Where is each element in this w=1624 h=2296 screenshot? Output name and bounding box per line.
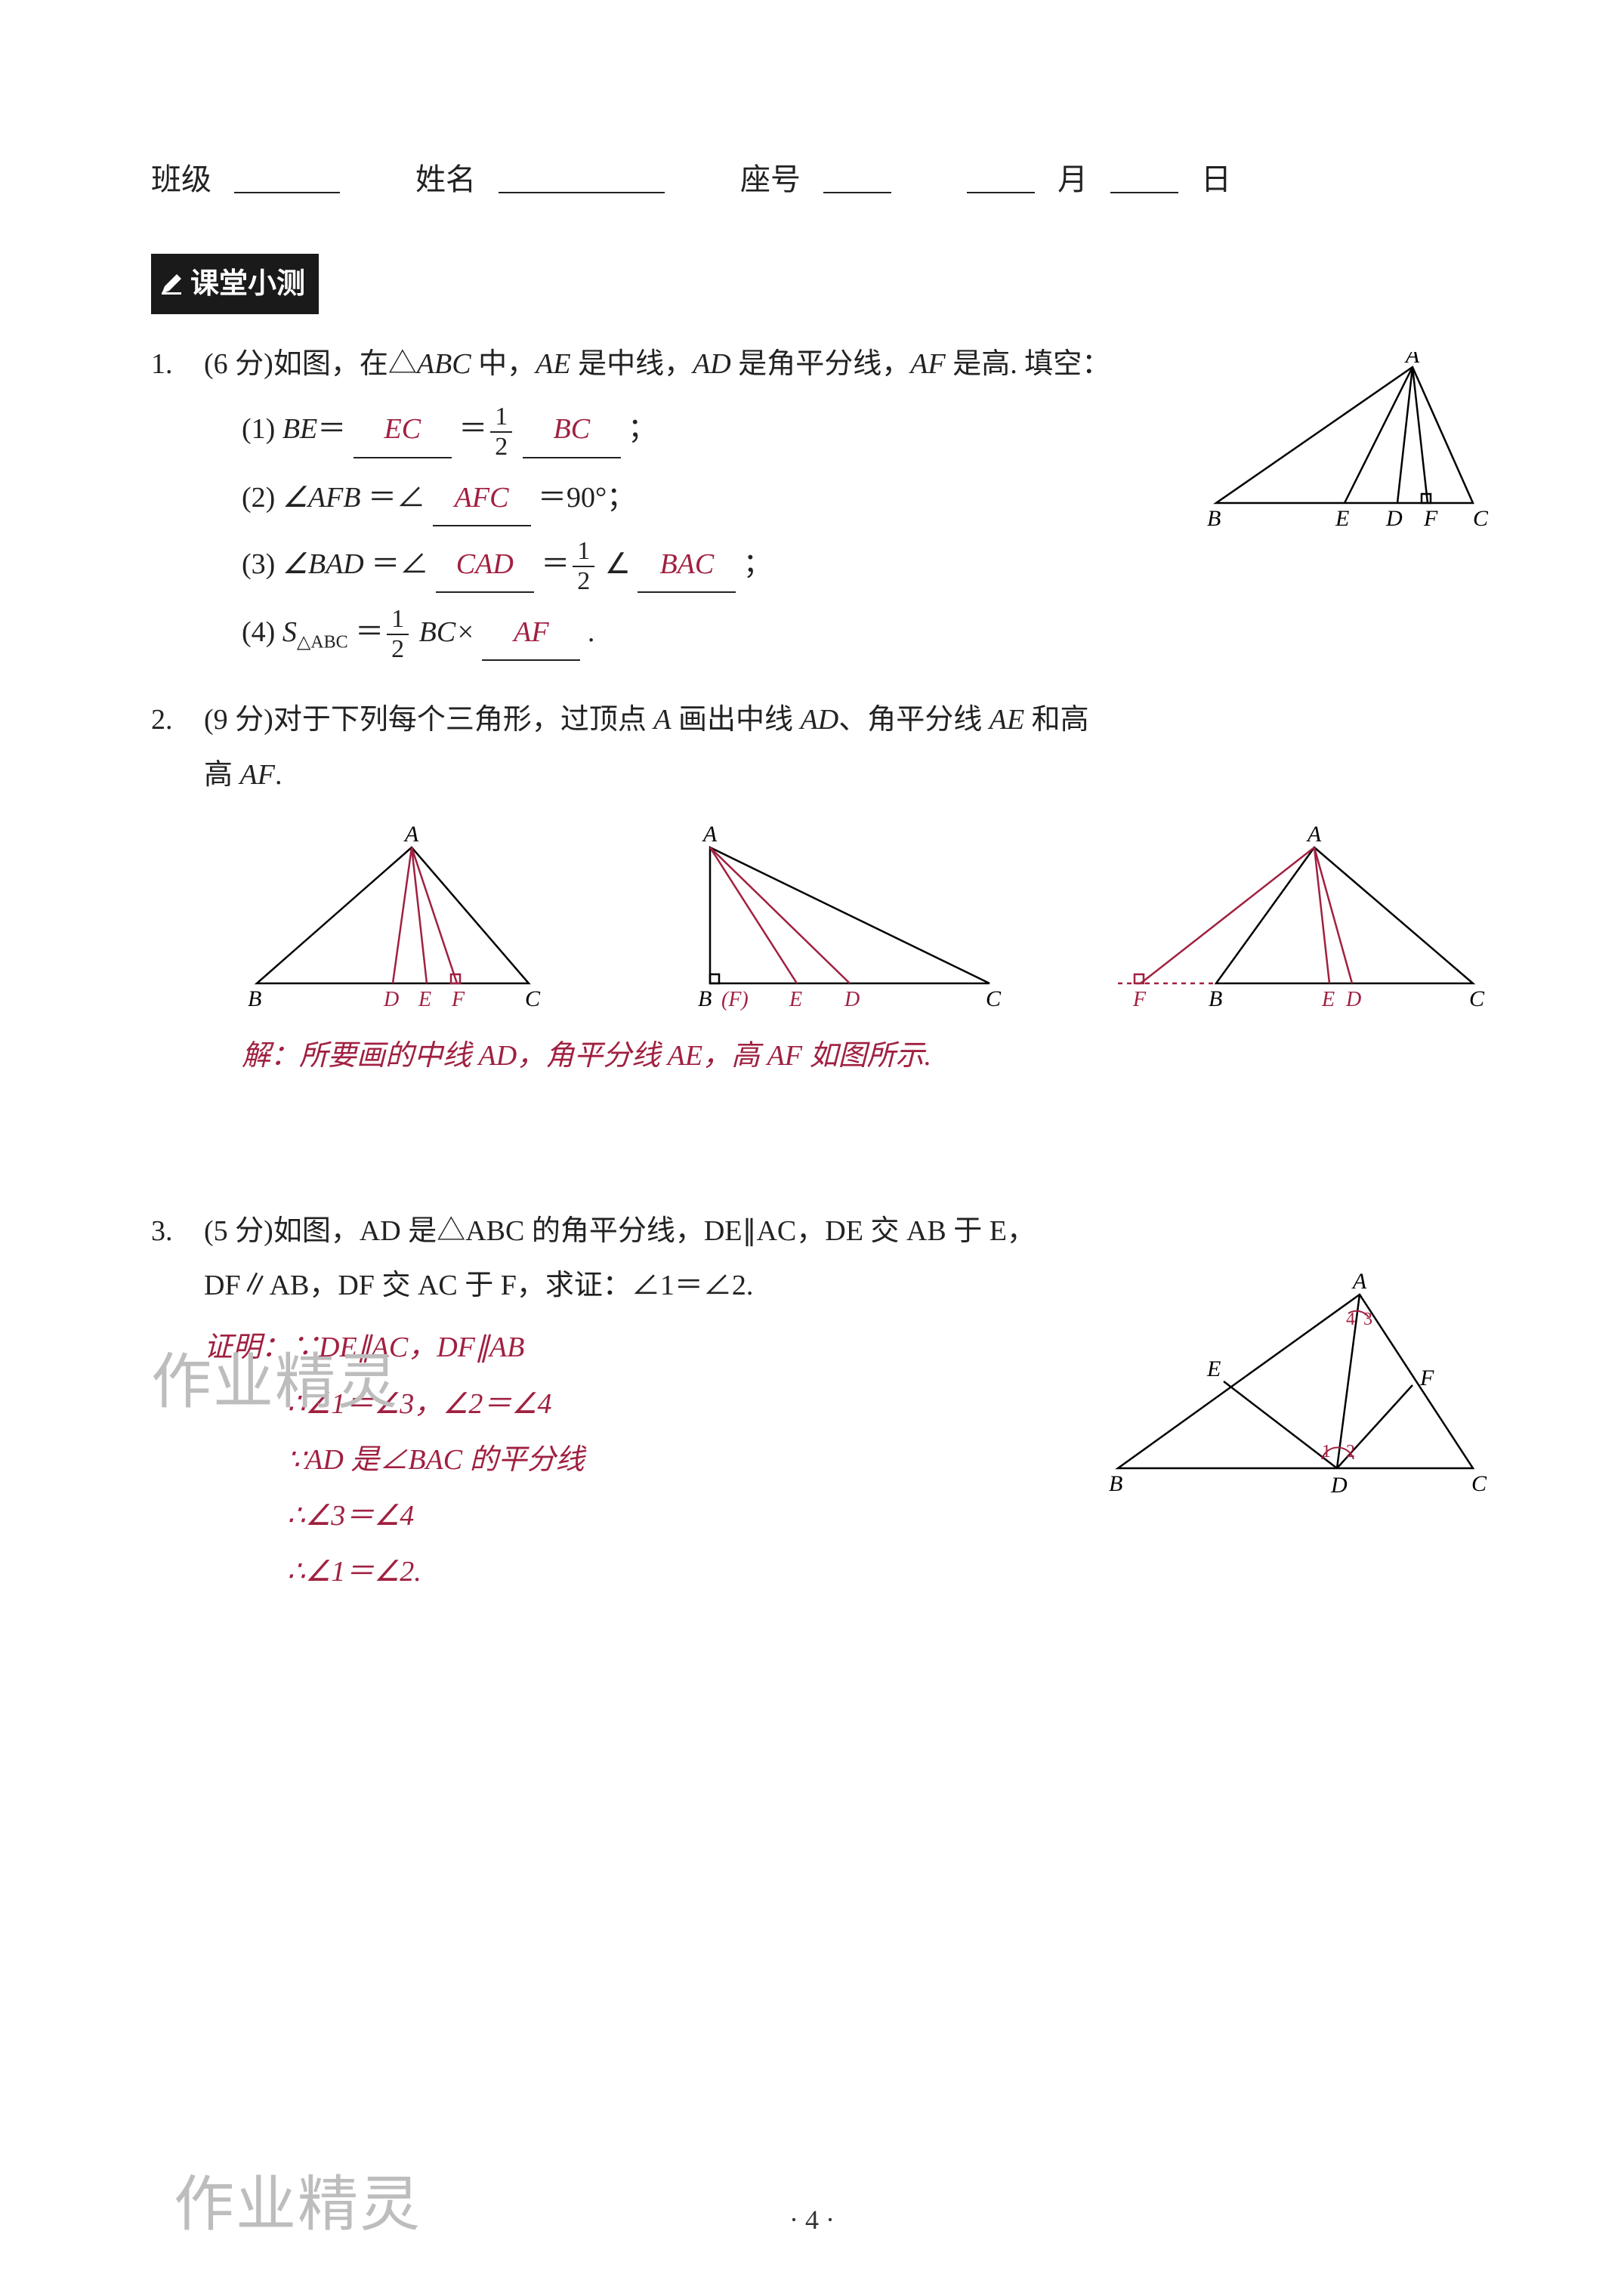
answer-blank: AF — [482, 605, 580, 661]
problem-2-stem: (9 分)对于下列每个三角形，过顶点 A 画出中线 AD、角平分线 AE 和高 … — [204, 693, 1488, 801]
svg-text:C: C — [1473, 506, 1488, 531]
svg-text:E: E — [418, 988, 431, 1011]
svg-text:E: E — [1206, 1356, 1221, 1381]
proof-body: ∴∠1＝∠3，∠2＝∠4 ∵AD 是∠BAC 的平分线 ∴∠3＝∠4 ∴∠1＝∠… — [287, 1377, 1065, 1600]
svg-text:B: B — [1209, 986, 1222, 1011]
svg-text:E: E — [789, 988, 802, 1011]
svg-text:F: F — [1419, 1366, 1434, 1390]
svg-text:C: C — [525, 986, 541, 1011]
answer-blank: AFC — [433, 471, 531, 526]
fraction: 12 — [490, 404, 512, 460]
svg-text:D: D — [383, 988, 399, 1011]
svg-text:A: A — [403, 825, 419, 847]
p1-item-3: (3) ∠BAD ＝∠ CAD ＝12 ∠ BAC ； — [242, 537, 1488, 594]
triangle-diagram-1: A B C E D F — [1201, 352, 1488, 533]
svg-text:B: B — [1207, 506, 1221, 531]
problem-3-figure: A B C D E F 1 2 3 4 — [1095, 1272, 1488, 1498]
svg-text:A: A — [1306, 825, 1322, 847]
problem-2: 2. (9 分)对于下列每个三角形，过顶点 A 画出中线 AD、角平分线 AE … — [151, 693, 1488, 1083]
p1-item-4: (4) S△ABC ＝12 BC× AF . — [242, 605, 1488, 662]
answer-blank: BAC — [638, 537, 736, 593]
worksheet-header: 班级 姓名 座号 月 日 — [151, 151, 1488, 208]
name-blank — [499, 151, 665, 193]
seat-blank — [823, 151, 891, 193]
problem-1-figure: A B C E D F — [1201, 352, 1488, 533]
fraction: 12 — [573, 539, 594, 594]
triangle-t2: A B C (F) E D — [665, 825, 1050, 1021]
svg-text:A: A — [1351, 1272, 1367, 1294]
svg-text:A: A — [1404, 352, 1420, 368]
problem-number: 3. — [151, 1204, 173, 1258]
name-label: 姓名 — [415, 151, 476, 208]
section-title-badge: 课堂小测 — [151, 254, 319, 314]
problem-3: 3. (5 分)如图，AD 是△ABC 的角平分线，DE∥AC，DE 交 AB … — [151, 1204, 1488, 1600]
svg-text:(F): (F) — [721, 988, 749, 1011]
problem-number: 2. — [151, 693, 173, 747]
day-label: 日 — [1201, 151, 1231, 208]
proof-label: 证明：∵DE∥AC，DF∥AB — [204, 1320, 1065, 1375]
seat-label: 座号 — [740, 151, 801, 208]
svg-text:C: C — [1469, 986, 1485, 1011]
triangle-t3: A B C F ED — [1095, 825, 1488, 1021]
answer-blank: EC — [354, 402, 452, 458]
triangle-t1: A B C DEF — [234, 825, 619, 1021]
answer-blank: BC — [523, 402, 621, 458]
problem-1: 1. (6 分)如图，在△ABC 中，AE 是中线，AD 是角平分线，AF 是高… — [151, 337, 1488, 662]
class-blank — [234, 151, 340, 193]
problem-2-figures: A BC DEF — [234, 825, 1488, 1021]
svg-text:B: B — [1109, 1471, 1122, 1496]
problem-2-solution: 解：所要画的中线 AD，角平分线 AE，高 AF 如图所示. — [242, 1029, 1488, 1083]
svg-text:E: E — [1321, 988, 1335, 1011]
svg-text:F: F — [1423, 506, 1438, 531]
svg-text:D: D — [1385, 506, 1403, 531]
day-blank — [1110, 151, 1178, 193]
class-label: 班级 — [151, 151, 211, 208]
section-title-text: 课堂小测 — [190, 257, 305, 311]
svg-text:F: F — [1132, 988, 1147, 1011]
page-number: · 4 · — [0, 2204, 1624, 2236]
svg-text:D: D — [1330, 1473, 1348, 1498]
svg-text:B: B — [698, 986, 712, 1011]
svg-text:E: E — [1335, 506, 1349, 531]
problem-3-stem: (5 分)如图，AD 是△ABC 的角平分线，DE∥AC，DE 交 AB 于 E… — [204, 1204, 1065, 1313]
month-blank — [967, 151, 1035, 193]
svg-text:A: A — [702, 825, 718, 847]
svg-text:C: C — [986, 986, 1002, 1011]
svg-text:D: D — [1345, 988, 1361, 1011]
problem-number: 1. — [151, 337, 173, 391]
svg-text:C: C — [1471, 1471, 1487, 1496]
pencil-icon — [159, 271, 184, 297]
svg-text:D: D — [844, 988, 860, 1011]
month-label: 月 — [1057, 151, 1088, 208]
svg-text:B: B — [248, 986, 261, 1011]
fraction: 12 — [387, 606, 409, 662]
svg-text:F: F — [451, 988, 465, 1011]
answer-blank: CAD — [436, 537, 534, 593]
